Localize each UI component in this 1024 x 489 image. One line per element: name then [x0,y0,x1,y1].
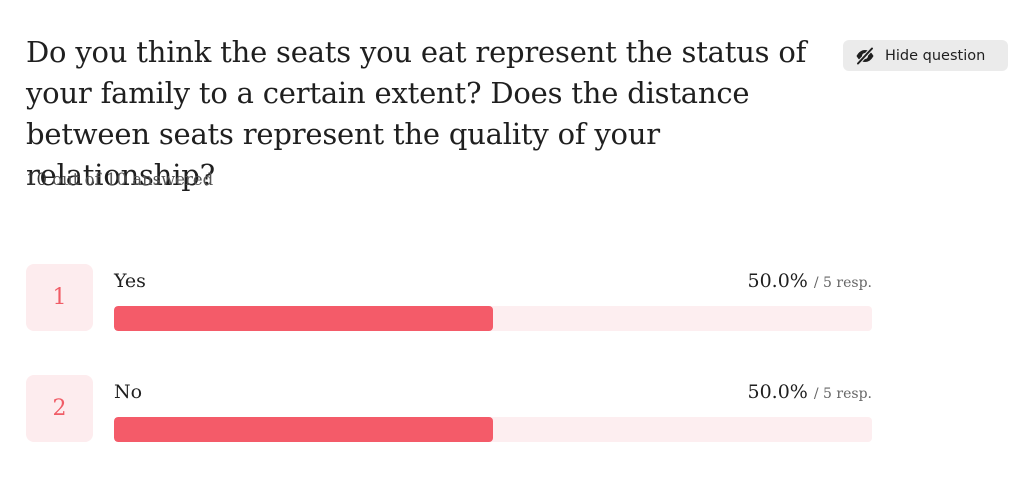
question-title: Do you think the seats you eat represent… [26,35,807,192]
choice-percent: 50.0% [747,270,808,292]
answered-count: 10 out of 10 answered [26,170,213,189]
choice-number-badge: 1 [26,264,93,331]
choice-responses: / 5 resp. [813,275,872,291]
choice-row: 2 No 50.0% / 5 resp. [26,375,876,445]
answered-suffix: out of 10 answered [52,170,214,189]
choice-stats: 50.0% / 5 resp. [747,270,872,292]
choice-bar-fill [114,417,493,442]
hide-question-button[interactable]: Hide question [843,40,1008,71]
choice-label: Yes [114,270,146,292]
choice-label: No [114,381,143,403]
hide-question-label: Hide question [885,47,986,64]
choice-responses: / 5 resp. [813,386,872,402]
choice-number-badge: 2 [26,375,93,442]
answered-number: 10 [26,170,47,189]
eye-slash-icon [855,46,875,65]
choice-stats: 50.0% / 5 resp. [747,381,872,403]
choice-bar-fill [114,306,493,331]
choice-bar-track [114,417,872,442]
choice-percent: 50.0% [747,381,808,403]
choice-row: 1 Yes 50.0% / 5 resp. [26,264,876,334]
choice-bar-track [114,306,872,331]
